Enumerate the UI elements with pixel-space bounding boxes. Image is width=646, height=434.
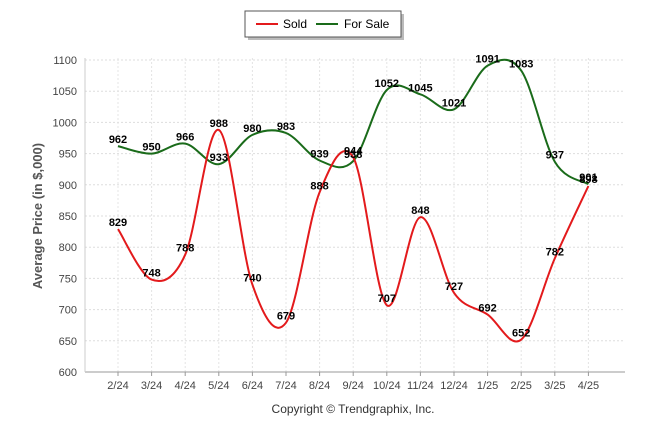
series-line-sold [117, 128, 590, 343]
data-label-for-sale: 980 [243, 123, 261, 135]
data-label-sold: 829 [109, 217, 127, 229]
data-label-sold: 692 [478, 303, 496, 315]
axes: 600 650 700 750 800 850 900 950 1000 1050 1100 2/24… [53, 55, 625, 392]
data-label-sold: 782 [546, 246, 564, 258]
data-label-sold: 748 [142, 268, 160, 280]
series-lines [117, 58, 590, 343]
data-label-for-sale: 938 [344, 149, 362, 161]
x-tick-label: 8/24 [309, 380, 330, 392]
data-label-sold: 944 [344, 145, 363, 157]
y-axis-title: Average Price (in $,000) [30, 143, 45, 289]
data-label-sold: 848 [411, 205, 429, 217]
x-tick-label: 5/24 [208, 380, 229, 392]
data-label-for-sale: 901 [579, 172, 597, 184]
data-label-sold: 740 [243, 273, 261, 285]
y-tick-label: 950 [59, 149, 77, 161]
data-label-for-sale: 939 [310, 148, 328, 160]
x-tick-label: 1/25 [477, 380, 498, 392]
y-tick-label: 800 [59, 242, 77, 254]
x-tick-label: 11/24 [407, 380, 434, 392]
data-label-for-sale: 950 [142, 142, 160, 154]
y-tick-label: 1050 [53, 86, 77, 98]
data-label-for-sale: 937 [546, 150, 564, 162]
data-label-sold: 788 [176, 243, 194, 255]
data-label-sold: 679 [277, 311, 295, 323]
legend-forsale-label: For Sale [344, 17, 390, 31]
y-tick-label: 700 [59, 305, 77, 317]
data-label-sold: 898 [579, 174, 597, 186]
grid-lines [85, 58, 625, 373]
x-tick-label: 2/25 [510, 380, 531, 392]
data-label-for-sale: 933 [210, 152, 228, 164]
legend-sold-label: Sold [283, 17, 307, 31]
data-label-sold: 988 [210, 118, 228, 130]
x-tick-label: 4/25 [578, 380, 599, 392]
data-label-for-sale: 1021 [442, 97, 466, 109]
x-tick-label: 12/24 [440, 380, 468, 392]
y-tick-label: 900 [59, 180, 77, 192]
data-label-sold: 707 [378, 293, 396, 305]
data-label-for-sale: 983 [277, 121, 295, 133]
data-label-sold: 727 [445, 281, 463, 293]
data-labels: 829 748 788 988 740 679 888 944 707 848 727 692 652 7… [109, 54, 598, 340]
x-tick-label: 3/24 [141, 380, 162, 392]
x-tick-label: 6/24 [242, 380, 263, 392]
footer-copyright: Copyright © Trendgraphix, Inc. [272, 402, 435, 416]
y-tick-label: 650 [59, 336, 77, 348]
x-tick-label: 4/24 [174, 380, 195, 392]
x-tick-label: 3/25 [544, 380, 565, 392]
data-label-for-sale: 962 [109, 134, 127, 146]
data-label-for-sale: 1045 [408, 82, 432, 94]
data-label-for-sale: 1083 [509, 59, 533, 71]
data-label-for-sale: 966 [176, 132, 194, 144]
data-label-sold: 652 [512, 328, 530, 340]
x-tick-label: 7/24 [275, 380, 296, 392]
data-label-for-sale: 1091 [475, 54, 499, 66]
y-tick-label: 750 [59, 273, 77, 285]
y-tick-label: 1100 [53, 55, 77, 67]
x-tick-label: 9/24 [342, 380, 363, 392]
data-label-for-sale: 1052 [375, 78, 399, 90]
y-tick-label: 850 [59, 211, 77, 223]
legend: Sold For Sale [244, 10, 404, 40]
y-tick-label: 600 [59, 367, 77, 379]
series-line-for-sale [117, 58, 589, 186]
data-label-sold: 888 [310, 180, 328, 192]
x-tick-label: 10/24 [373, 380, 401, 392]
x-tick-label: 2/24 [107, 380, 128, 392]
y-tick-label: 1000 [53, 117, 77, 129]
